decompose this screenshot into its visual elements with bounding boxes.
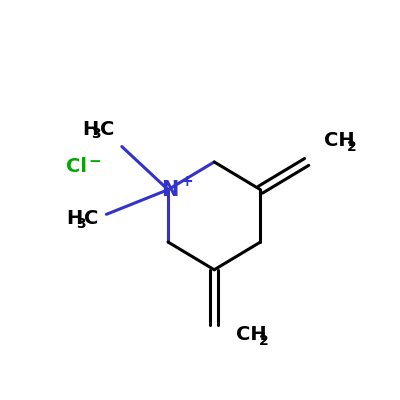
Text: 3: 3 [91, 127, 101, 141]
Text: 2: 2 [347, 140, 356, 154]
Text: +: + [181, 174, 194, 188]
Text: CH: CH [236, 325, 266, 344]
Text: H: H [82, 120, 98, 139]
Text: Cl: Cl [66, 157, 88, 176]
Text: C: C [84, 210, 99, 228]
Text: N: N [161, 180, 178, 200]
Text: −: − [88, 154, 101, 170]
Text: 3: 3 [76, 216, 85, 230]
Text: CH: CH [324, 131, 354, 150]
Text: H: H [66, 210, 83, 228]
Text: C: C [100, 120, 114, 139]
Text: 2: 2 [259, 334, 269, 348]
